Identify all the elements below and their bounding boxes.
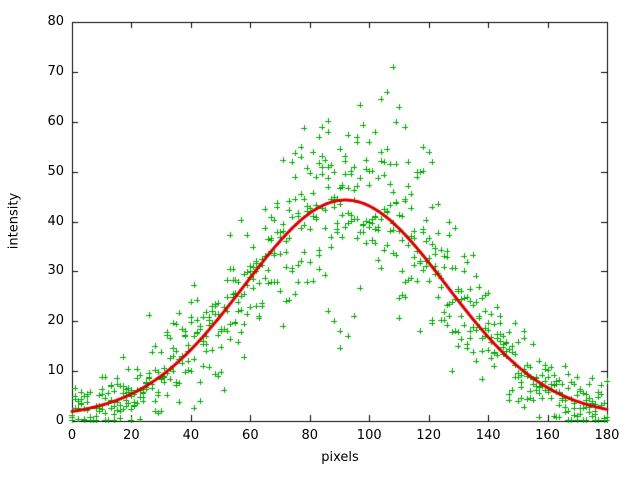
x-tick-label: 160 [535, 428, 560, 443]
x-tick-label: 100 [356, 428, 382, 443]
y-tick-label: 30 [47, 263, 64, 279]
y-tick-label: 80 [47, 14, 64, 29]
x-tick-label: 20 [123, 428, 140, 443]
x-tick-label: 120 [416, 428, 442, 443]
y-tick-label: 10 [47, 363, 64, 379]
y-tick-label: 70 [47, 63, 64, 79]
y-tick-label: 20 [47, 313, 64, 329]
x-tick-label: 0 [67, 428, 77, 443]
y-tick-label: 50 [47, 163, 64, 179]
x-tick-label: 180 [594, 428, 620, 443]
x-tick-label: 40 [182, 428, 200, 443]
x-tick-label: 60 [242, 428, 259, 443]
x-tick-label: 80 [301, 428, 319, 443]
y-tick-label: 40 [47, 213, 64, 229]
x-axis-label: pixels [321, 450, 359, 465]
y-tick-label: 60 [47, 113, 64, 129]
x-tick-label: 140 [475, 428, 501, 443]
y-tick-label: 0 [55, 413, 64, 428]
y-axis-label: intensity [6, 192, 22, 250]
